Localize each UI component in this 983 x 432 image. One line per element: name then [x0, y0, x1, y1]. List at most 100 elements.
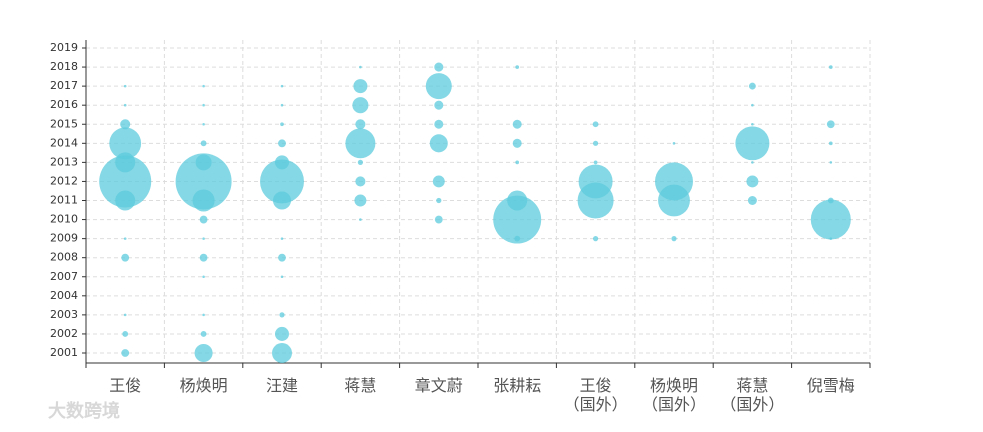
bubble	[99, 155, 152, 208]
bubble	[436, 197, 442, 204]
bubble	[122, 331, 129, 337]
y-tick-label: 2014	[50, 136, 78, 149]
bubble	[175, 153, 232, 210]
y-tick-label: 2010	[50, 213, 78, 226]
bubble	[199, 215, 208, 224]
bubble	[195, 154, 212, 171]
bubble	[828, 65, 833, 69]
bubble	[829, 161, 833, 164]
x-tick-label: 王俊（国外）	[564, 376, 628, 414]
bubble	[202, 103, 205, 107]
bubble	[260, 159, 304, 204]
bubble	[512, 138, 522, 148]
bubble	[507, 190, 528, 211]
bubble	[202, 313, 205, 317]
bubble	[515, 65, 520, 69]
bubble	[593, 140, 599, 146]
bubble	[274, 155, 290, 170]
bubble	[512, 119, 522, 129]
y-tick-label: 2016	[50, 98, 78, 111]
bubble	[345, 128, 376, 159]
y-tick-label: 2019	[50, 41, 78, 54]
x-tick-label: 杨焕明（国外）	[642, 376, 706, 414]
bubble	[747, 195, 757, 206]
y-tick-label: 2011	[50, 194, 78, 207]
bubble	[355, 176, 366, 187]
y-tick-label: 2015	[50, 117, 78, 130]
y-tick-label: 2004	[50, 289, 78, 302]
bubble	[359, 218, 362, 221]
bubble	[355, 119, 366, 130]
bubble	[593, 236, 599, 242]
bubble	[280, 103, 284, 107]
y-tick-label: 2013	[50, 155, 78, 168]
bubble	[828, 141, 833, 146]
bubble	[202, 84, 205, 88]
bubble	[434, 100, 444, 110]
bubble	[280, 275, 284, 279]
x-tick-label: 王俊	[109, 376, 141, 395]
bubble	[352, 97, 369, 114]
bubble	[593, 160, 598, 165]
bubble	[199, 253, 208, 262]
bubble	[672, 142, 676, 145]
y-tick-label: 2012	[50, 174, 78, 187]
y-tick-label: 2002	[50, 327, 78, 340]
x-tick-label: 张耕耘	[493, 376, 541, 395]
bubble	[123, 237, 127, 240]
bubble	[434, 62, 444, 72]
bubble	[434, 119, 444, 129]
watermark: 大数跨境	[48, 400, 120, 422]
bubble	[272, 343, 292, 363]
bubble	[751, 161, 754, 164]
bubble	[359, 65, 362, 69]
bubble	[429, 134, 448, 153]
y-tick-label: 2009	[50, 232, 78, 245]
bubble	[432, 175, 445, 188]
bubble	[735, 126, 770, 161]
bubble	[194, 343, 213, 363]
bubble	[279, 312, 285, 318]
bubble	[425, 73, 452, 100]
bubble	[274, 326, 290, 341]
bubble	[827, 197, 834, 204]
bubble	[200, 331, 207, 337]
bubble	[123, 313, 127, 317]
bubble	[748, 82, 756, 90]
x-tick-label: 杨焕明	[180, 376, 228, 395]
y-tick-label: 2003	[50, 308, 78, 321]
bubble	[202, 122, 205, 126]
bubble	[354, 194, 367, 207]
bubble	[826, 120, 835, 129]
bubble	[280, 237, 284, 240]
bubble	[578, 164, 613, 199]
bubble	[357, 159, 363, 165]
bubble	[200, 140, 207, 147]
bubble	[810, 199, 851, 240]
bubble	[123, 103, 127, 107]
y-tick-label: 2018	[50, 60, 78, 73]
bubble	[280, 84, 284, 88]
bubble	[592, 121, 599, 128]
bubble	[746, 175, 759, 188]
bubble	[671, 236, 677, 242]
bubble	[123, 84, 127, 88]
bubble	[109, 127, 142, 160]
y-tick-label: 2007	[50, 270, 78, 283]
bubble	[121, 349, 130, 357]
bubble	[751, 103, 754, 107]
bubble	[120, 119, 131, 130]
x-tick-label: 章文蔚	[415, 376, 463, 395]
x-tick-label: 汪建	[266, 376, 298, 395]
bubble	[280, 122, 284, 127]
bubble	[121, 253, 130, 262]
bubble	[202, 275, 205, 279]
bubble	[278, 253, 286, 262]
x-tick-label: 蒋慧（国外）	[720, 376, 784, 414]
y-tick-label: 2017	[50, 79, 78, 92]
bubble	[202, 237, 205, 240]
bubble	[278, 139, 286, 148]
x-tick-label: 倪雪梅	[807, 376, 855, 395]
bubble	[751, 122, 754, 126]
